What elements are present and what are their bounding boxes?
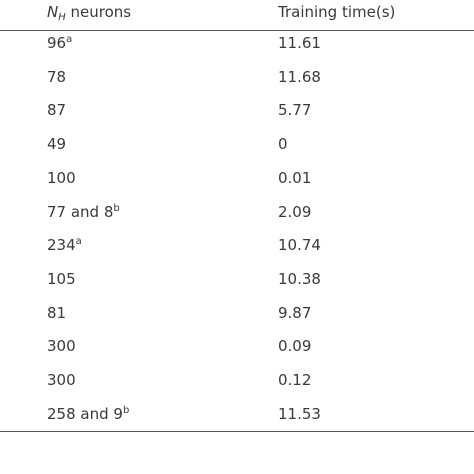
- table-cell: 10.38: [278, 269, 321, 288]
- cell-text: 234: [47, 236, 76, 255]
- table-cell: 87: [47, 101, 67, 120]
- cell-text: neurons: [70, 3, 132, 21]
- superscript: b: [122, 404, 130, 416]
- symbol: N: [47, 3, 59, 21]
- cell-text: 77 and 8: [47, 202, 114, 221]
- table-cell: 234a: [47, 235, 82, 255]
- table-cell: 11.68: [278, 67, 321, 86]
- table-cell: 0.12: [278, 371, 312, 389]
- superscript: a: [66, 34, 73, 45]
- table-cell: 105: [47, 269, 76, 288]
- superscript: a: [75, 236, 82, 248]
- table-cell: 96a: [47, 33, 72, 53]
- table-cell: 0: [278, 135, 288, 154]
- header-cell: Training time(s): [278, 3, 396, 21]
- table-cell: 10.74: [278, 236, 321, 255]
- header-cell: NH neurons: [47, 2, 132, 23]
- subscript: H: [58, 12, 66, 23]
- cell-text: 258 and 9: [47, 404, 123, 423]
- table-cell: 11.61: [278, 34, 321, 52]
- superscript: b: [113, 202, 120, 214]
- header-rule: [0, 30, 474, 31]
- table-cell: 49: [47, 135, 67, 154]
- table-cell: 0.09: [278, 337, 312, 356]
- table-cell: 300: [47, 371, 76, 389]
- table-cell: 0.01: [278, 168, 312, 187]
- cell-text: 96: [47, 34, 67, 52]
- table-cell: 78: [47, 67, 67, 86]
- table-cell: 100: [47, 168, 76, 187]
- table-cell: 11.53: [278, 404, 321, 423]
- table-cell: 5.77: [278, 101, 312, 120]
- table-cell: 300: [47, 337, 76, 356]
- table-cell: 77 and 8b: [47, 202, 120, 222]
- table-cell: 81: [47, 303, 67, 322]
- bottom-rule: [0, 431, 474, 432]
- table-cell: 9.87: [278, 303, 312, 322]
- table-cell: 2.09: [278, 202, 312, 221]
- table-cell: 258 and 9b: [47, 404, 129, 424]
